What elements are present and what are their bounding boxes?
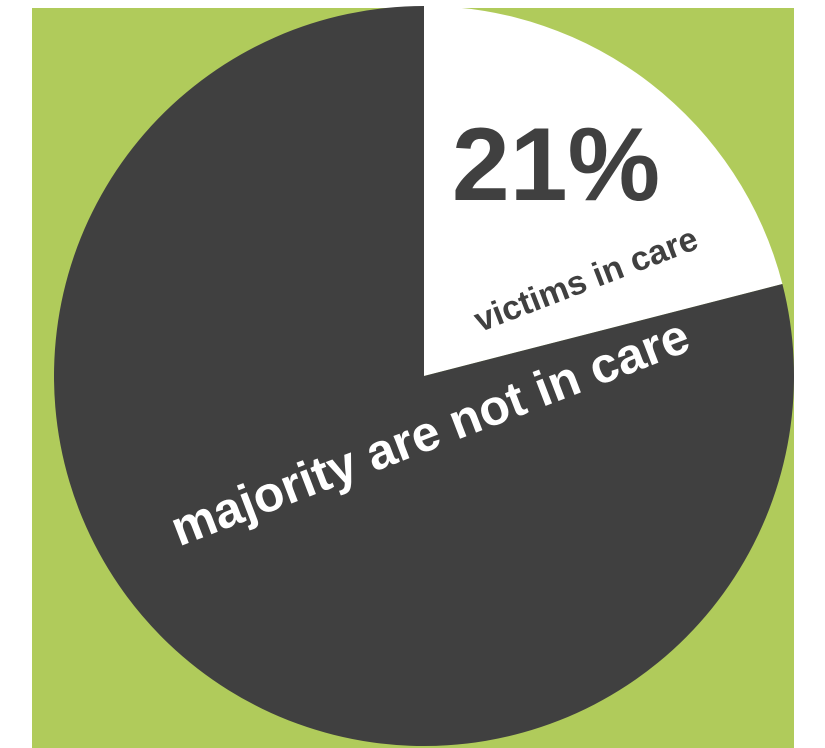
pie-slice-in-care (424, 5, 783, 376)
slice-value-label-in-care: 21% (452, 107, 660, 223)
pie-slice-not-in-care (54, 6, 795, 747)
